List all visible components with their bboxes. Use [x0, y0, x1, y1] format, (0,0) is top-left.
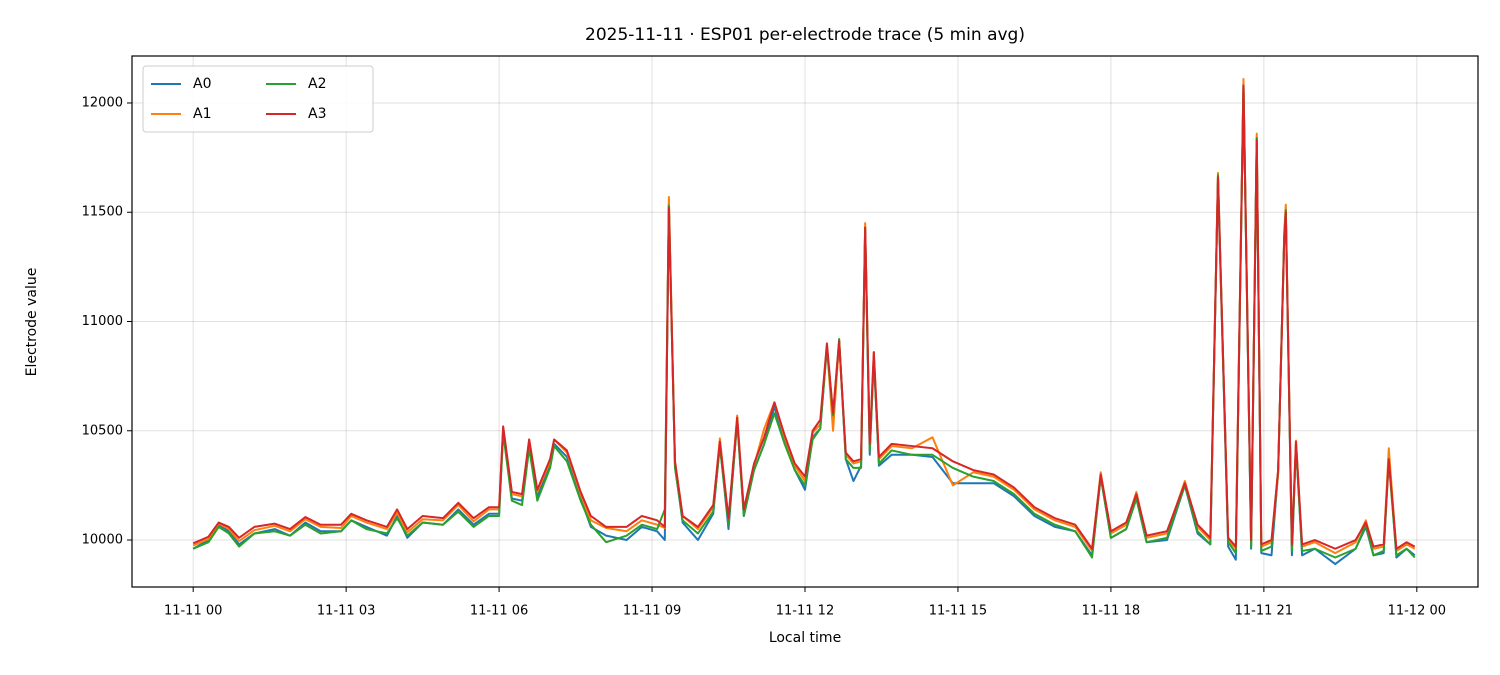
- y-tick-label: 12000: [82, 95, 123, 110]
- x-tick-label: 11-12 00: [1388, 604, 1446, 619]
- legend-label: A0: [193, 76, 211, 92]
- y-tick-label: 10000: [82, 533, 123, 548]
- y-tick-label: 11500: [82, 205, 123, 220]
- legend-label: A3: [308, 106, 326, 122]
- x-tick-label: 11-11 18: [1082, 604, 1140, 619]
- legend: A0 A1 A2 A3: [142, 65, 374, 133]
- chart-title: 2025-11-11 · ESP01 per-electrode trace (…: [585, 25, 1025, 45]
- x-tick-label: 11-11 06: [470, 604, 528, 619]
- x-tick-label: 11-11 00: [164, 604, 222, 619]
- x-tick-label: 11-11 12: [776, 604, 834, 619]
- x-tick-label: 11-11 21: [1235, 604, 1293, 619]
- x-tick-label: 11-11 03: [317, 604, 375, 619]
- y-tick-label: 11000: [82, 314, 123, 329]
- x-axis-label: Local time: [769, 630, 841, 646]
- legend-label: A2: [308, 76, 326, 92]
- plot-area: [192, 77, 1416, 566]
- legend-box: [142, 65, 374, 133]
- y-tick-label: 10500: [82, 423, 123, 438]
- x-tick-label: 11-11 09: [623, 604, 681, 619]
- axes-frame: [131, 55, 1479, 588]
- legend-label: A1: [193, 106, 211, 122]
- series-line: [192, 84, 1416, 550]
- y-axis-label: Electrode value: [24, 268, 40, 377]
- x-tick-label: 11-11 15: [929, 604, 987, 619]
